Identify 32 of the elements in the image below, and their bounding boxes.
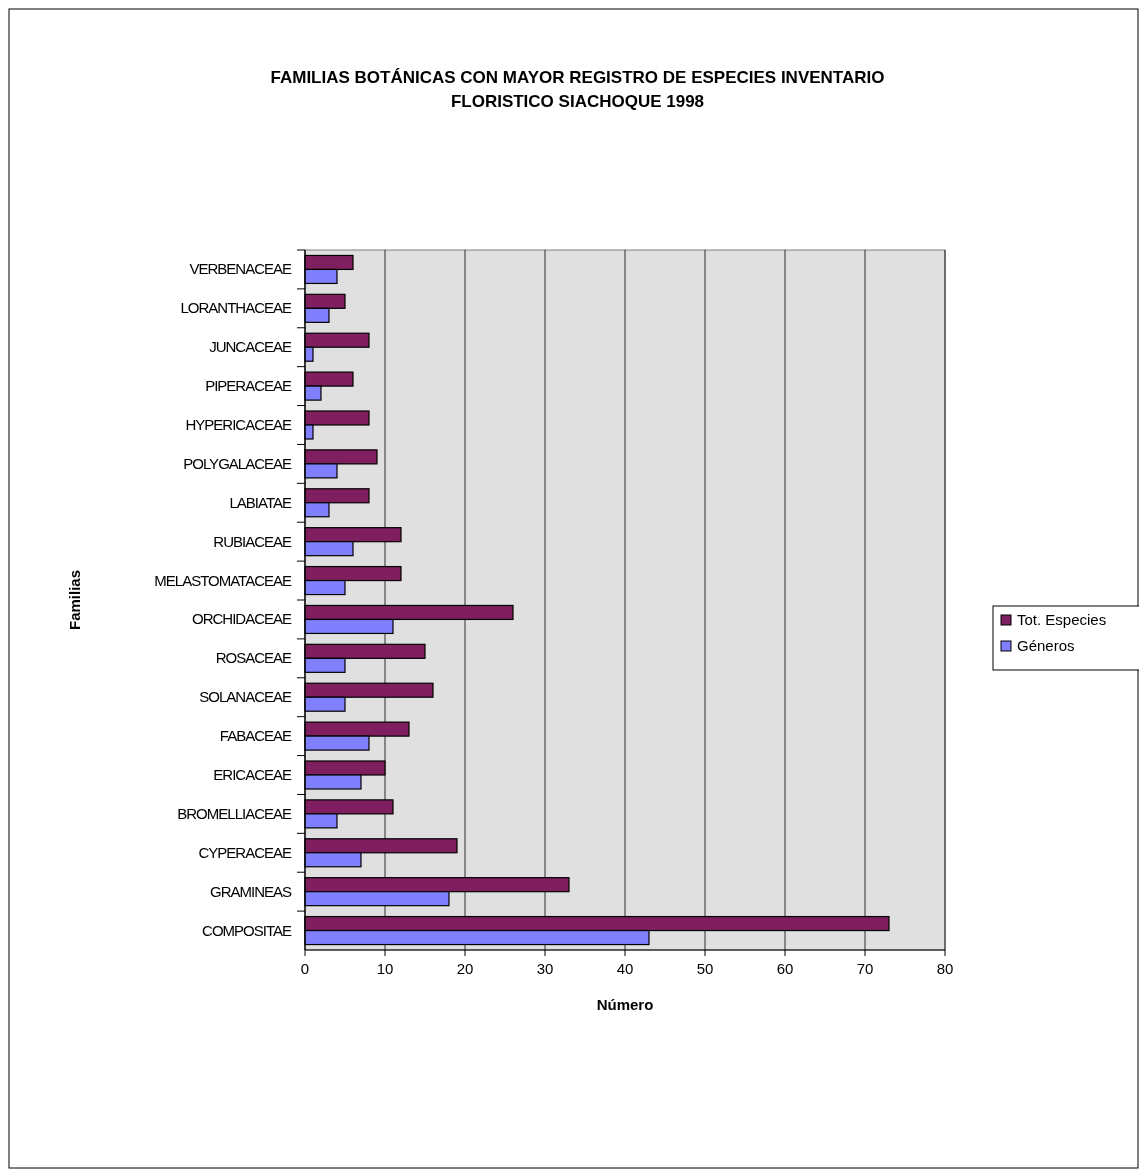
- y-tick-label: VERBENACEAE: [189, 260, 292, 278]
- y-tick-label: ROSACEAE: [215, 649, 292, 667]
- legend-label: Tot. Especies: [1017, 611, 1107, 628]
- x-tick-label: 20: [456, 960, 474, 977]
- y-tick-label: LABIATAE: [229, 493, 292, 511]
- x-tick-label: 30: [536, 960, 554, 977]
- y-tick-label: GRAMINEAS: [209, 882, 292, 900]
- y-tick-label: BROMELLIACEAE: [177, 804, 292, 822]
- y-tick-label: HYPERICACEAE: [185, 416, 292, 433]
- x-tick-label: 40: [616, 960, 634, 977]
- x-tick-label: 10: [376, 960, 394, 977]
- x-tick-label: 70: [856, 960, 874, 977]
- y-tick-label: POLYGALACEAE: [183, 454, 292, 472]
- y-tick-label: FABACEAE: [219, 727, 292, 745]
- y-tick-label: SOLANACEAE: [199, 688, 292, 706]
- y-axis-title: Familias: [66, 569, 83, 631]
- y-tick-label: MELASTOMATACEAE: [154, 571, 292, 589]
- y-tick-label: PIPERACEAE: [205, 377, 292, 395]
- y-tick-label: JUNCACEAE: [209, 338, 292, 356]
- y-tick-label: CYPERACEAE: [198, 843, 292, 861]
- legend-label: Géneros: [1017, 637, 1075, 654]
- chart-title: FAMILIAS BOTÁNICAS CON MAYOR REGISTRO DE ESPECIES INVENTARIO FLORISTICO SIACHOQUE 1998: [270, 68, 885, 111]
- y-tick-label: LORANTHACEAE: [180, 299, 292, 317]
- x-tick-label: 50: [696, 960, 714, 977]
- y-tick-label: COMPOSITAE: [202, 921, 292, 939]
- x-tick-label: 80: [936, 960, 954, 977]
- x-tick-label: 0: [300, 960, 310, 977]
- x-tick-label: 60: [776, 960, 794, 977]
- y-tick-label: ORCHIDACEAE: [191, 610, 292, 628]
- x-axis-title: Número: [596, 996, 654, 1013]
- y-tick-label: RUBIACEAE: [213, 532, 292, 550]
- y-tick-label: ERICACEAE: [213, 766, 292, 783]
